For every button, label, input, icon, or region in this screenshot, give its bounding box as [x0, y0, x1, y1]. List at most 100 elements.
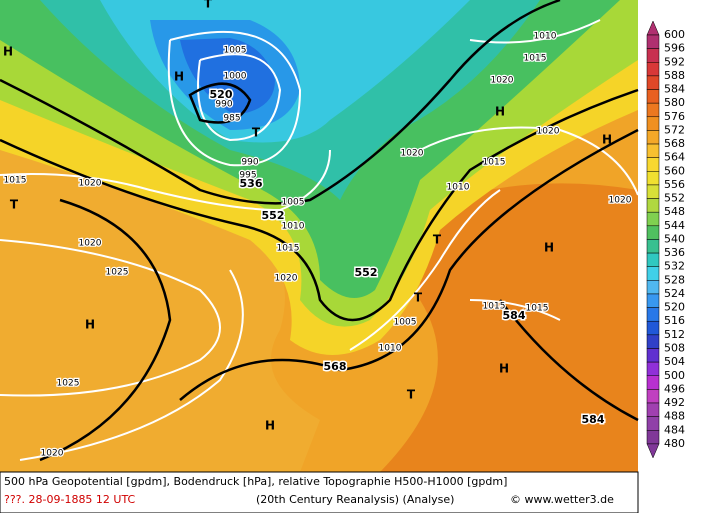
isobar-label: 1020	[491, 76, 514, 86]
colorbar-swatch	[646, 48, 660, 63]
isobar-label: 1010	[447, 183, 470, 193]
colorbar-swatch	[646, 184, 660, 199]
map-labels: 1005 1000 990 985 990 995 1005 1010 1015 1020 1015…	[2, 0, 633, 460]
footer-copyright: © www.wetter3.de	[510, 493, 614, 506]
colorbar-label: 488	[664, 410, 685, 423]
colorbar-label: 532	[664, 260, 685, 273]
colorbar-label: 492	[664, 396, 685, 409]
isobar-label: 1020	[275, 274, 298, 284]
isobar-label: 1020	[401, 149, 424, 159]
colorbar-swatch	[646, 102, 660, 118]
low-pressure-marker: T	[204, 0, 213, 11]
low-pressure-marker: T	[252, 126, 261, 140]
high-pressure-marker: H	[174, 70, 184, 84]
colorbar-label: 544	[664, 219, 685, 232]
colorbar-label: 560	[664, 164, 685, 177]
low-pressure-marker: T	[414, 291, 423, 305]
colorbar-label: 524	[664, 287, 685, 300]
colorbar-swatch	[646, 225, 660, 240]
colorbar-swatch	[646, 62, 660, 77]
colorbar-label: 552	[664, 192, 685, 205]
isobar-label: 1005	[394, 318, 417, 328]
isobar-label: 1015	[4, 176, 27, 186]
colorbar-swatch	[646, 320, 660, 336]
high-pressure-marker: H	[85, 318, 95, 332]
high-pressure-marker: H	[265, 419, 275, 433]
colorbar-swatch	[646, 389, 660, 404]
colorbar-label: 520	[664, 301, 685, 314]
colorbar-swatch	[646, 116, 660, 131]
colorbar-label: 592	[664, 55, 685, 68]
colorbar-swatch	[646, 280, 660, 295]
geopotential-contours	[0, 0, 639, 462]
isobar-label: 1025	[106, 268, 129, 278]
colorbar-swatch	[646, 361, 660, 376]
colorbar-label: 576	[664, 110, 685, 123]
isobar-label: 1025	[57, 379, 80, 389]
colorbar-swatch	[646, 89, 660, 104]
footer-source: (20th Century Reanalysis) (Analyse)	[256, 493, 454, 506]
colorbar-label: 484	[664, 423, 685, 436]
isobar-label: 1015	[526, 304, 549, 314]
colorbar-swatch	[646, 293, 660, 308]
colorbar-swatch	[646, 252, 660, 267]
high-pressure-marker: H	[544, 241, 554, 255]
colorbar-label: 564	[664, 151, 685, 164]
isobars	[0, 19, 639, 461]
colorbar-label: 516	[664, 314, 685, 327]
high-pressure-marker: H	[495, 105, 505, 119]
colorbar-swatch	[646, 266, 660, 281]
isobar-label: 995	[239, 171, 256, 181]
geopotential-label: 552	[355, 266, 378, 279]
isobar-label: 1005	[282, 198, 305, 208]
geopotential-label: 584	[503, 309, 526, 322]
colorbar-label: 536	[664, 246, 685, 259]
geopotential-label: 552	[262, 209, 285, 222]
colorbar-label: 580	[664, 96, 685, 109]
colorbar-label: 540	[664, 232, 685, 245]
colorbar-label: 600	[664, 28, 685, 41]
isobar-label: 1010	[534, 32, 557, 42]
geopotential-label: 520	[210, 88, 233, 101]
isobar-label: 1020	[609, 196, 632, 206]
colorbar-label: 556	[664, 178, 685, 191]
isobar-label: 990	[241, 158, 258, 168]
colorbar-swatch	[646, 375, 660, 390]
geopotential-label: 536	[240, 177, 263, 190]
colorbar-label: 500	[664, 369, 685, 382]
high-pressure-marker: H	[602, 133, 612, 147]
colorbar-top-arrow	[646, 20, 660, 36]
colorbar-label: 568	[664, 137, 685, 150]
geopotential-label: 584	[582, 413, 605, 426]
colorbar-swatch	[646, 307, 660, 322]
isobar-label: 1010	[282, 222, 305, 232]
low-pressure-marker: T	[407, 388, 416, 402]
footer-date: ???. 28-09-1885 12 UTC	[4, 493, 136, 506]
colorbar-label: 548	[664, 205, 685, 218]
colorbar-swatch	[646, 211, 660, 227]
low-pressure-marker: T	[10, 198, 19, 212]
isobar-label: 985	[223, 114, 240, 124]
high-pressure-marker: H	[3, 45, 13, 59]
colorbar-swatch	[646, 157, 660, 172]
colorbar-label: 512	[664, 328, 685, 341]
colorbar-bottom-arrow	[646, 443, 660, 459]
isobar-label: 1020	[41, 449, 64, 459]
isobar-label: 1020	[79, 179, 102, 189]
colorbar-label: 528	[664, 273, 685, 286]
isobar-label: 1000	[224, 72, 247, 82]
colorbar-swatch	[646, 130, 660, 145]
footer-description: 500 hPa Geopotential [gpdm], Bodendruck …	[4, 475, 507, 488]
colorbar-label: 504	[664, 355, 685, 368]
isobar-label: 1005	[224, 46, 247, 56]
isobar-label: 1010	[379, 344, 402, 354]
colorbar-swatch	[646, 430, 660, 445]
colorbar-label: 480	[664, 437, 685, 450]
isobar-label: 1015	[277, 244, 300, 254]
isobar-label: 1020	[79, 239, 102, 249]
colorbar-label: 508	[664, 341, 685, 354]
isobar-label: 1020	[537, 127, 560, 137]
colorbar-swatch	[646, 34, 660, 49]
